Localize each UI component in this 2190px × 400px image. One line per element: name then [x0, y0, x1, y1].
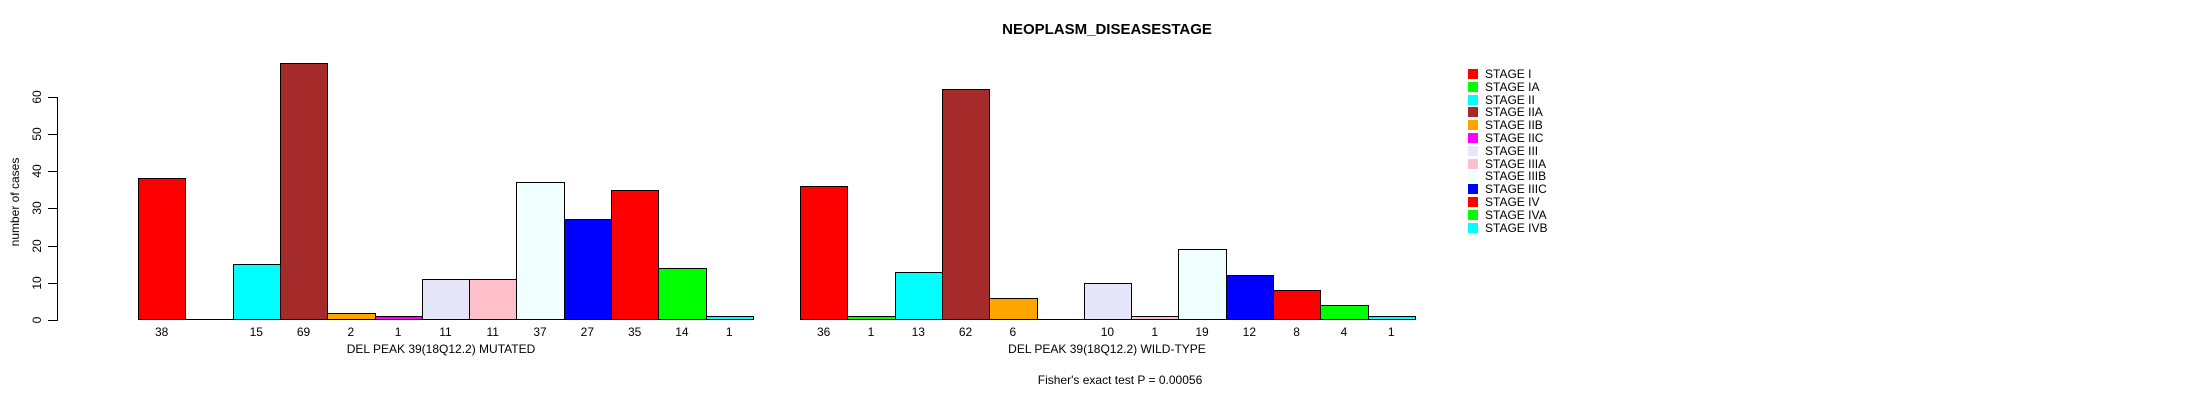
legend-swatch: [1468, 107, 1478, 117]
y-axis-tick: [48, 134, 57, 135]
y-axis-tick-label: 50: [30, 127, 44, 141]
bar-stage-iiic: [564, 219, 612, 320]
bar-stage-ia-zero: [185, 319, 234, 320]
y-axis-tick: [48, 97, 57, 98]
bar-stage-iii: [422, 279, 470, 320]
bar-value-label: 1: [1151, 325, 1159, 339]
legend-swatch: [1468, 210, 1478, 220]
legend-label: STAGE IV: [1485, 195, 1540, 209]
bar-value-label: 69: [296, 325, 311, 339]
legend-label: STAGE IA: [1485, 80, 1540, 94]
y-axis-tick: [48, 283, 57, 284]
bar-stage-ii: [895, 272, 943, 320]
bar-value-label: 62: [958, 325, 973, 339]
y-axis-tick: [48, 320, 57, 321]
bar-value-label: 38: [154, 325, 169, 339]
bar-value-label: 11: [439, 325, 452, 339]
legend-swatch: [1468, 159, 1478, 169]
legend-swatch: [1468, 133, 1478, 143]
bar-stage-ivb: [706, 316, 754, 320]
y-axis-tick: [48, 208, 57, 209]
bar-value-label: 36: [816, 325, 831, 339]
bar-stage-iv: [611, 190, 659, 320]
fisher-test-annotation: Fisher's exact test P = 0.00056: [1037, 373, 1203, 387]
bar-stage-iic-zero: [1037, 319, 1085, 320]
bar-value-label: 10: [1100, 325, 1115, 339]
bar-value-label: 35: [627, 325, 642, 339]
bar-stage-ia: [847, 316, 896, 320]
bar-value-label: 4: [1340, 325, 1348, 339]
bar-stage-iva: [658, 268, 707, 320]
y-axis-tick-label: 20: [30, 239, 44, 253]
legend-label: STAGE III: [1485, 144, 1539, 158]
bar-value-label: 15: [249, 325, 263, 339]
bar-value-label: 1: [867, 325, 875, 339]
bar-stage-ii: [233, 264, 281, 320]
bar-stage-iva: [1320, 305, 1369, 320]
bar-stage-ivb: [1368, 316, 1416, 320]
bar-value-label: 1: [725, 325, 733, 339]
bar-stage-iic: [375, 316, 423, 320]
group-label-mutated: DEL PEAK 39(18Q12.2) MUTATED: [346, 342, 536, 356]
legend-swatch: [1468, 69, 1478, 79]
bar-stage-iia: [280, 63, 328, 320]
bar-value-label: 14: [675, 325, 689, 339]
bar-stage-iiib: [516, 182, 565, 320]
bar-stage-i: [800, 186, 848, 320]
bar-value-label: 6: [1009, 325, 1017, 339]
legend-swatch: [1468, 82, 1478, 92]
bar-stage-iiic: [1226, 275, 1274, 320]
legend-swatch: [1468, 171, 1478, 181]
legend-label: STAGE IIIA: [1485, 157, 1547, 171]
bar-value-label: 1: [394, 325, 402, 339]
y-axis-tick-label: 10: [30, 276, 44, 290]
legend-label: STAGE IIIB: [1485, 169, 1547, 183]
bar-stage-iv: [1273, 290, 1321, 320]
bar-value-label: 13: [911, 325, 925, 339]
legend-swatch: [1468, 184, 1478, 194]
bar-stage-iia: [942, 89, 990, 320]
bar-value-label: 19: [1195, 325, 1209, 339]
y-axis-tick-label: 30: [30, 201, 44, 215]
legend-swatch: [1468, 197, 1478, 207]
bar-value-label: 8: [1293, 325, 1300, 339]
y-axis-tick-label: 40: [30, 164, 44, 178]
y-axis-line: [57, 96, 58, 321]
bar-value-label: 2: [347, 325, 355, 339]
y-axis-tick: [48, 171, 57, 172]
y-axis-tick-label: 0: [30, 316, 44, 324]
bar-stage-iiia: [1131, 316, 1179, 320]
legend-swatch: [1468, 223, 1478, 233]
legend-swatch: [1468, 95, 1478, 105]
legend-label: STAGE I: [1485, 67, 1532, 81]
legend-swatch: [1468, 120, 1478, 130]
bar-value-label: 37: [533, 325, 547, 339]
legend-label: STAGE IVB: [1485, 221, 1548, 235]
chart-title: NEOPLASM_DISEASESTAGE: [1002, 21, 1212, 38]
group-label-wild-type: DEL PEAK 39(18Q12.2) WILD-TYPE: [1008, 342, 1206, 356]
bar-stage-i: [138, 178, 186, 320]
bar-value-label: 1: [1387, 325, 1395, 339]
legend-swatch: [1468, 146, 1478, 156]
bar-stage-iib: [989, 298, 1038, 320]
y-axis-label: number of cases: [8, 157, 22, 247]
y-axis-tick: [48, 246, 57, 247]
legend-label: STAGE II: [1485, 93, 1535, 107]
legend-label: STAGE IIB: [1485, 118, 1543, 132]
y-axis-tick-label: 60: [30, 90, 44, 104]
bar-stage-iiib: [1178, 249, 1227, 320]
bar-value-label: 11: [486, 325, 499, 339]
bar-stage-iib: [327, 313, 376, 320]
bar-value-label: 12: [1242, 325, 1257, 339]
bar-stage-iiia: [469, 279, 517, 320]
bar-value-label: 27: [580, 325, 595, 339]
legend-label: STAGE IVA: [1485, 208, 1547, 222]
legend-label: STAGE IIIC: [1485, 182, 1547, 196]
bar-stage-iii: [1084, 283, 1132, 320]
legend-label: STAGE IIA: [1485, 105, 1543, 119]
legend-label: STAGE IIC: [1485, 131, 1544, 145]
